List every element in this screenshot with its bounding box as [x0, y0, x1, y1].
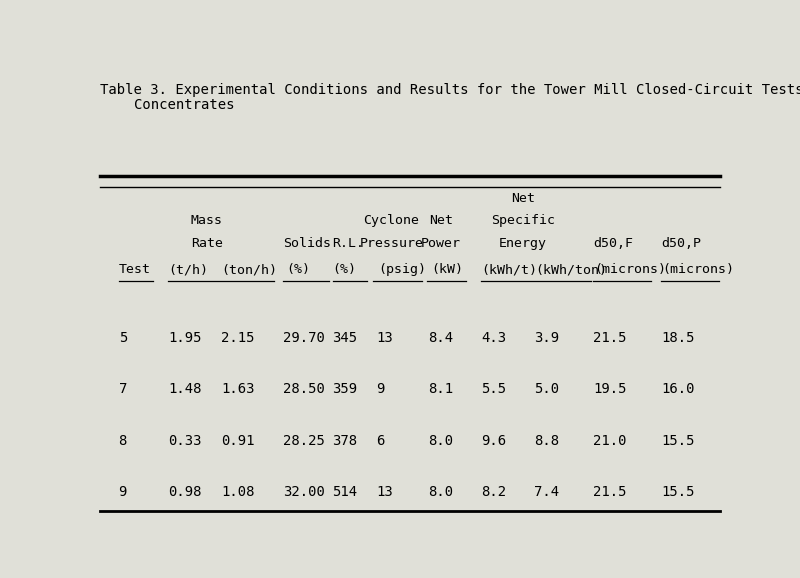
Text: d50,P: d50,P [661, 236, 701, 250]
Text: Solids: Solids [283, 236, 331, 250]
Text: 21.0: 21.0 [593, 434, 626, 447]
Text: Net: Net [511, 192, 535, 205]
Text: 0.91: 0.91 [221, 434, 254, 447]
Text: 1.08: 1.08 [221, 485, 254, 499]
Text: Net: Net [429, 214, 453, 227]
Text: Specific: Specific [491, 214, 555, 227]
Text: 378: 378 [333, 434, 358, 447]
Text: 8.2: 8.2 [482, 485, 506, 499]
Text: 6: 6 [376, 434, 384, 447]
Text: (ton/h): (ton/h) [221, 264, 277, 276]
Text: 8.1: 8.1 [429, 383, 454, 397]
Text: Concentrates: Concentrates [134, 98, 234, 112]
Text: 15.5: 15.5 [661, 485, 694, 499]
Text: 8.8: 8.8 [534, 434, 559, 447]
Text: (kWh/ton): (kWh/ton) [535, 264, 607, 276]
Text: 514: 514 [333, 485, 358, 499]
Text: Rate: Rate [191, 236, 223, 250]
Text: 16.0: 16.0 [661, 383, 694, 397]
Text: (microns): (microns) [662, 264, 734, 276]
Text: 1.95: 1.95 [168, 331, 202, 345]
Text: 5.0: 5.0 [534, 383, 559, 397]
Text: 8.4: 8.4 [429, 331, 454, 345]
Text: 13: 13 [376, 485, 393, 499]
Text: 1.48: 1.48 [168, 383, 202, 397]
Text: (kWh/t): (kWh/t) [482, 264, 538, 276]
Text: (psig): (psig) [378, 264, 426, 276]
Text: 345: 345 [333, 331, 358, 345]
Text: 8: 8 [118, 434, 127, 447]
Text: 4.3: 4.3 [482, 331, 506, 345]
Text: 9: 9 [376, 383, 384, 397]
Text: 29.70: 29.70 [283, 331, 325, 345]
Text: (%): (%) [333, 264, 357, 276]
Text: 32.00: 32.00 [283, 485, 325, 499]
Text: 1.63: 1.63 [221, 383, 254, 397]
Text: 8.0: 8.0 [429, 485, 454, 499]
Text: Mass: Mass [191, 214, 223, 227]
Text: 9: 9 [118, 485, 127, 499]
Text: 28.50: 28.50 [283, 383, 325, 397]
Text: 0.33: 0.33 [168, 434, 202, 447]
Text: 15.5: 15.5 [661, 434, 694, 447]
Text: 13: 13 [376, 331, 393, 345]
Text: 5: 5 [118, 331, 127, 345]
Text: 359: 359 [333, 383, 358, 397]
Text: (%): (%) [286, 264, 310, 276]
Text: 8.0: 8.0 [429, 434, 454, 447]
Text: 21.5: 21.5 [593, 485, 626, 499]
Text: Table 3. Experimental Conditions and Results for the Tower Mill Closed-Circuit T: Table 3. Experimental Conditions and Res… [100, 83, 800, 97]
Text: 9.6: 9.6 [482, 434, 506, 447]
Text: Energy: Energy [499, 236, 547, 250]
Text: 5.5: 5.5 [482, 383, 506, 397]
Text: 28.25: 28.25 [283, 434, 325, 447]
Text: 7.4: 7.4 [534, 485, 559, 499]
Text: 21.5: 21.5 [593, 331, 626, 345]
Text: Pressure: Pressure [359, 236, 423, 250]
Text: 2.15: 2.15 [221, 331, 254, 345]
Text: 18.5: 18.5 [661, 331, 694, 345]
Text: (t/h): (t/h) [168, 264, 208, 276]
Text: (kW): (kW) [432, 264, 464, 276]
Text: 7: 7 [118, 383, 127, 397]
Text: Test: Test [118, 264, 150, 276]
Text: 3.9: 3.9 [534, 331, 559, 345]
Text: 0.98: 0.98 [168, 485, 202, 499]
Text: d50,F: d50,F [593, 236, 633, 250]
Text: (microns): (microns) [594, 264, 666, 276]
Text: R.L.: R.L. [333, 236, 365, 250]
Text: Power: Power [421, 236, 461, 250]
Text: Cyclone: Cyclone [363, 214, 419, 227]
Text: 19.5: 19.5 [593, 383, 626, 397]
